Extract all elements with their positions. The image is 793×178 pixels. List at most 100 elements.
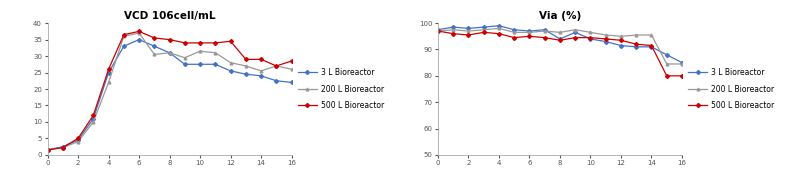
500 L Bioreactor [256,58,266,61]
200 L Bioreactor [271,65,281,67]
500 L Bioreactor [631,43,641,45]
200 L Bioreactor [180,57,190,59]
3 L Bioreactor [494,25,504,27]
200 L Bioreactor [150,53,159,56]
200 L Bioreactor [58,146,67,149]
3 L Bioreactor [525,30,534,32]
500 L Bioreactor [601,38,611,40]
200 L Bioreactor [73,141,82,143]
500 L Bioreactor [677,75,687,77]
200 L Bioreactor [631,34,641,36]
200 L Bioreactor [570,29,580,31]
3 L Bioreactor [433,29,442,31]
500 L Bioreactor [226,40,236,42]
500 L Bioreactor [104,68,113,70]
200 L Bioreactor [479,29,488,31]
200 L Bioreactor [256,70,266,72]
200 L Bioreactor [647,34,657,36]
200 L Bioreactor [662,63,672,65]
500 L Bioreactor [195,42,205,44]
3 L Bioreactor [555,38,565,40]
500 L Bioreactor [570,36,580,39]
200 L Bioreactor [104,81,113,83]
500 L Bioreactor [616,39,626,41]
500 L Bioreactor [525,35,534,37]
3 L Bioreactor [601,41,611,43]
3 L Bioreactor [287,81,297,83]
500 L Bioreactor [241,58,251,61]
3 L Bioreactor [570,31,580,33]
3 L Bioreactor [631,46,641,48]
500 L Bioreactor [464,34,473,36]
200 L Bioreactor [43,149,52,151]
Title: VCD 106cell/mL: VCD 106cell/mL [124,11,216,21]
200 L Bioreactor [165,52,174,54]
500 L Bioreactor [287,60,297,62]
3 L Bioreactor [195,63,205,65]
200 L Bioreactor [241,65,251,67]
200 L Bioreactor [601,34,611,36]
3 L Bioreactor [616,44,626,47]
500 L Bioreactor [271,65,281,67]
200 L Bioreactor [540,30,550,32]
200 L Bioreactor [287,68,297,70]
500 L Bioreactor [58,146,67,149]
500 L Bioreactor [479,31,488,33]
200 L Bioreactor [555,31,565,33]
500 L Bioreactor [540,36,550,39]
200 L Bioreactor [433,30,442,32]
200 L Bioreactor [449,29,458,31]
3 L Bioreactor [150,45,159,47]
Legend: 3 L Bioreactor, 200 L Bioreactor, 500 L Bioreactor: 3 L Bioreactor, 200 L Bioreactor, 500 L … [688,68,775,110]
3 L Bioreactor [479,26,488,28]
3 L Bioreactor [449,26,458,28]
500 L Bioreactor [180,42,190,44]
3 L Bioreactor [165,52,174,54]
3 L Bioreactor [180,63,190,65]
Legend: 3 L Bioreactor, 200 L Bioreactor, 500 L Bioreactor: 3 L Bioreactor, 200 L Bioreactor, 500 L … [298,68,384,110]
3 L Bioreactor [464,27,473,30]
500 L Bioreactor [150,37,159,39]
200 L Bioreactor [464,30,473,32]
3 L Bioreactor [43,149,52,151]
200 L Bioreactor [195,50,205,52]
500 L Bioreactor [134,30,144,32]
200 L Bioreactor [586,31,596,33]
3 L Bioreactor [540,29,550,31]
500 L Bioreactor [662,75,672,77]
500 L Bioreactor [555,39,565,41]
Line: 3 L Bioreactor: 3 L Bioreactor [437,24,684,64]
200 L Bioreactor [226,62,236,64]
Line: 500 L Bioreactor: 500 L Bioreactor [437,30,684,77]
500 L Bioreactor [647,44,657,47]
3 L Bioreactor [647,46,657,48]
500 L Bioreactor [165,39,174,41]
3 L Bioreactor [241,73,251,75]
500 L Bioreactor [211,42,220,44]
3 L Bioreactor [509,29,519,31]
3 L Bioreactor [256,75,266,77]
Title: Via (%): Via (%) [539,11,581,21]
3 L Bioreactor [73,139,82,141]
3 L Bioreactor [134,39,144,41]
3 L Bioreactor [58,146,67,148]
500 L Bioreactor [449,33,458,35]
200 L Bioreactor [119,35,128,37]
200 L Bioreactor [211,52,220,54]
3 L Bioreactor [586,38,596,40]
500 L Bioreactor [119,34,128,36]
200 L Bioreactor [89,121,98,123]
3 L Bioreactor [211,63,220,65]
200 L Bioreactor [525,31,534,33]
500 L Bioreactor [433,30,442,32]
3 L Bioreactor [271,80,281,82]
3 L Bioreactor [89,118,98,120]
200 L Bioreactor [494,27,504,30]
200 L Bioreactor [509,31,519,33]
Line: 200 L Bioreactor: 200 L Bioreactor [46,32,293,151]
200 L Bioreactor [616,35,626,37]
500 L Bioreactor [509,36,519,39]
500 L Bioreactor [586,36,596,39]
3 L Bioreactor [226,70,236,72]
3 L Bioreactor [104,72,113,74]
